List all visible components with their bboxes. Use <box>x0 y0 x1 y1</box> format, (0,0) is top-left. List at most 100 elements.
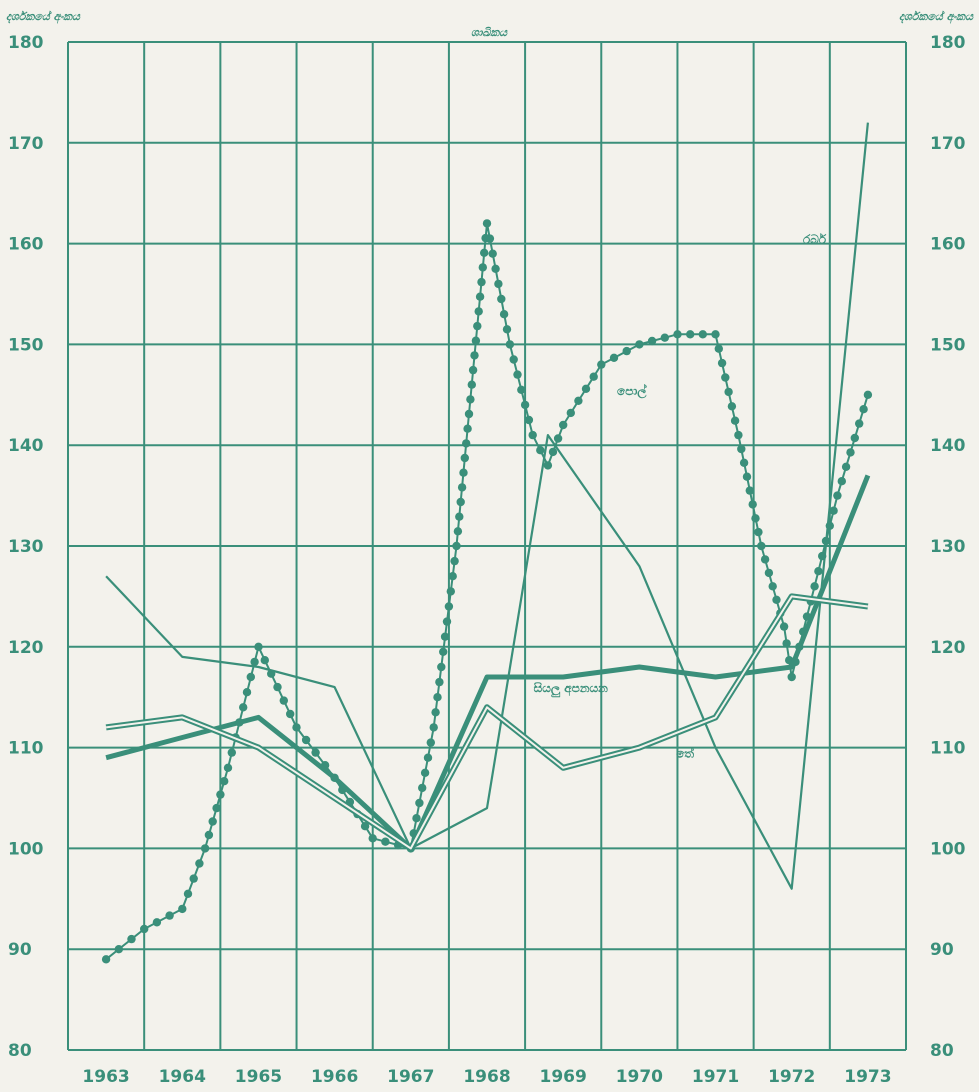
coconut-marker <box>751 514 760 523</box>
coconut-marker <box>714 344 723 353</box>
coconut-marker <box>724 387 733 397</box>
y-tick-label-right: 90 <box>930 940 954 960</box>
coconut-marker <box>520 400 530 410</box>
coconut-marker <box>494 279 503 289</box>
y-tick-label-left: 160 <box>8 235 44 255</box>
coconut-marker <box>787 672 796 682</box>
coconut-marker <box>574 396 583 405</box>
label-tea: තේ <box>676 747 694 761</box>
x-tick-label: 1969 <box>540 1067 587 1087</box>
coconut-marker <box>450 556 459 566</box>
coconut-marker <box>485 234 495 243</box>
coconut-marker <box>863 390 873 399</box>
coconut-marker <box>178 904 187 914</box>
coconut-marker <box>548 447 558 457</box>
coconut-marker <box>721 373 730 382</box>
x-tick-label: 1973 <box>844 1067 891 1087</box>
coconut-marker <box>559 420 568 430</box>
coconut-marker <box>448 572 457 581</box>
coconut-marker <box>286 709 295 719</box>
coconut-marker <box>739 458 749 467</box>
coconut-marker <box>499 310 509 319</box>
coconut-marker <box>439 647 448 656</box>
coconut-marker <box>488 249 497 258</box>
coconut-marker <box>660 333 669 342</box>
y-tick-label-right: 120 <box>930 638 966 658</box>
coconut-marker <box>368 834 377 843</box>
coconut-marker <box>442 617 452 626</box>
coconut-marker <box>463 424 472 433</box>
coconut-marker <box>711 330 720 339</box>
series-labels: පොල් රබර් සියලු අපනයන තේ <box>533 233 827 761</box>
coconut-marker <box>837 477 846 486</box>
coconut-marker <box>212 803 221 813</box>
coconut-marker <box>477 277 486 287</box>
x-tick-label: 1965 <box>235 1067 282 1087</box>
coconut-marker <box>779 622 789 631</box>
coconut-marker <box>223 763 233 772</box>
coconut-marker <box>420 768 430 777</box>
coconut-marker <box>460 453 469 463</box>
coconut-marker <box>227 748 236 757</box>
coconut-marker <box>553 434 563 443</box>
x-tick-label: 1964 <box>159 1067 206 1087</box>
coconut-marker <box>415 798 424 808</box>
coconut-marker <box>497 294 506 304</box>
coconut-marker <box>734 430 743 440</box>
y-ticks-right: 80 90 100 110 120 130 140 150 160 170 180 <box>930 33 966 1061</box>
coconut-marker <box>292 723 301 732</box>
coconut-marker <box>859 405 868 414</box>
coconut-marker <box>127 934 136 944</box>
coconut-marker <box>418 783 427 793</box>
coconut-marker <box>216 790 225 799</box>
coconut-marker <box>452 541 461 551</box>
coconut-marker <box>254 642 263 651</box>
coconut-marker <box>426 738 435 747</box>
coconut-marker <box>273 682 282 692</box>
coconut-marker <box>114 945 124 954</box>
coconut-marker <box>581 384 591 393</box>
coconut-marker <box>453 527 463 536</box>
coconut-marker <box>543 461 553 470</box>
y-tick-label-left: 80 <box>8 1041 32 1061</box>
coconut-marker <box>165 911 174 920</box>
coconut-marker <box>855 419 864 428</box>
coconut-marker <box>457 483 467 492</box>
coconut-marker <box>502 325 512 334</box>
series-line-tea-inner <box>105 595 869 850</box>
coconut-marker <box>455 512 464 521</box>
coconut-marker <box>850 433 859 443</box>
coconut-marker <box>423 753 433 762</box>
coconut-marker <box>566 408 575 418</box>
coconut-marker <box>433 693 442 702</box>
series-layer <box>101 122 873 964</box>
coconut-marker <box>473 321 482 331</box>
y-tick-label-right: 140 <box>930 436 966 456</box>
x-ticks: 1963 1964 1965 1966 1967 1968 1969 1970 1971 1972… <box>82 1067 891 1087</box>
coconut-marker <box>471 336 481 345</box>
y-tick-label-left: 110 <box>8 739 44 759</box>
y-tick-label-left: 180 <box>8 33 44 53</box>
label-coconut: පොල් <box>617 384 647 400</box>
coconut-marker <box>742 472 752 481</box>
y-ticks-left: 80 90 100 110 120 130 140 150 160 170 180 <box>8 33 44 1061</box>
coconut-marker <box>459 468 468 477</box>
coconut-marker <box>279 696 288 705</box>
coconut-marker <box>846 448 855 457</box>
coconut-marker <box>635 340 644 349</box>
y-tick-label-right: 110 <box>930 739 966 759</box>
coconut-marker <box>220 777 229 786</box>
x-tick-label: 1966 <box>311 1067 358 1087</box>
x-tick-label: 1971 <box>692 1067 739 1087</box>
coconut-marker <box>444 602 454 611</box>
coconut-marker <box>829 506 838 515</box>
label-rubber: රබර් <box>803 233 827 247</box>
coconut-marker <box>748 500 757 509</box>
coconut-marker <box>814 567 823 576</box>
coconut-marker <box>754 527 763 537</box>
coconut-marker <box>478 263 487 272</box>
coconut-marker <box>189 874 198 883</box>
coconut-marker <box>440 632 450 641</box>
coconut-marker <box>524 415 534 425</box>
